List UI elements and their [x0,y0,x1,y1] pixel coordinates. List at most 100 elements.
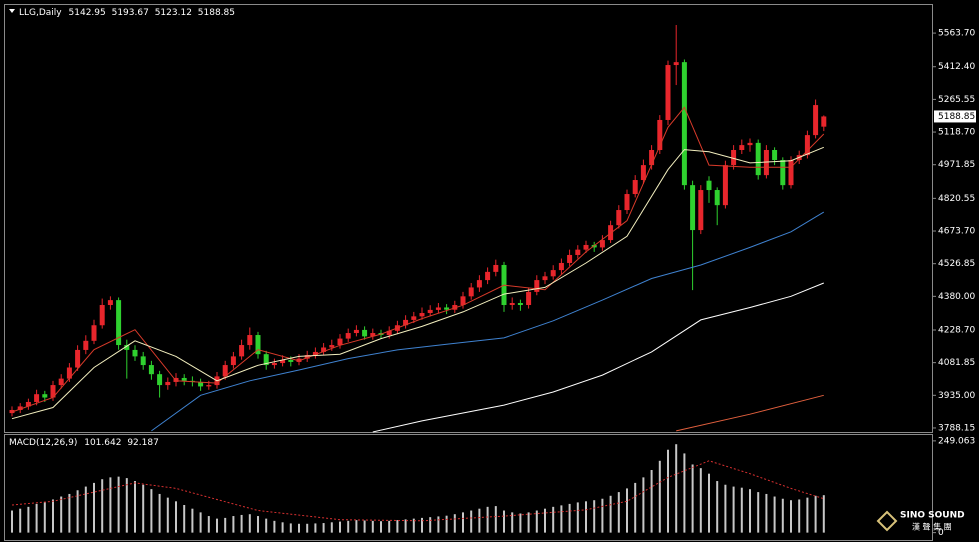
close-value: 5188.85 [198,8,235,18]
macd-bar [634,482,637,533]
candle-body [681,62,687,186]
candle-body [673,62,679,66]
candle-body [485,271,491,281]
candle-body [304,355,310,359]
macd-bar [224,517,227,533]
candle-body [427,309,433,314]
macd-bar [732,486,735,533]
macd-bar [380,521,382,533]
candle-body [255,335,261,355]
candle-body [83,340,89,350]
candle-body [403,319,409,326]
macd-header: MACD(12,26,9) 101.642 92.187 [9,438,159,448]
y-tick-label: 4081.85 [938,358,975,368]
y-tick-label: 3788.15 [938,423,975,433]
macd-bar [568,503,571,533]
logo-icon [876,510,898,532]
candle-body [271,363,277,366]
open-value: 5142.95 [69,8,106,18]
candle-body [755,142,761,176]
macd-bar [429,517,432,533]
candle-body [370,333,376,337]
candle-body [329,345,335,348]
candle-body [411,316,417,320]
moving-average [11,106,825,413]
candle-body [17,406,23,410]
macd-bar [724,484,727,533]
candle-body [739,145,745,151]
macd-bar [749,489,751,533]
candle-body [714,190,720,206]
macd-bar [191,508,194,533]
candle-body [34,394,40,402]
candle-body [280,359,286,364]
price-box-label: 5188.85 [938,112,975,122]
candle-body [476,280,482,288]
candle-body [649,150,655,166]
macd-bar [445,515,448,533]
y-tick-label: 5563.70 [938,29,975,39]
macd-bar [355,520,358,533]
macd-bar [175,501,177,533]
candle-body [362,329,368,337]
candle-body [321,347,327,352]
macd-bar [216,518,218,533]
candle-body [632,180,638,195]
candle-body [148,365,154,375]
candle-body [173,377,179,382]
macd-bar [462,512,464,533]
y-tick-label: 5118.70 [938,128,975,138]
macd-bar [503,510,505,533]
moving-average [372,282,824,433]
macd-bar [765,493,768,533]
candle-body [116,300,122,346]
macd-bar [273,520,276,533]
candle-body [452,305,458,310]
macd-bar [125,478,128,533]
macd-bar [560,505,563,533]
macd-bar [814,495,817,533]
macd-bar [658,460,661,533]
macd-bar [330,522,333,533]
candle-body [468,287,474,297]
high-value: 5193.67 [112,8,149,18]
candle-body [493,264,499,272]
candle-body [230,356,236,366]
macd-bar [683,453,686,533]
macd-bar [150,489,153,533]
macd-bar [363,520,366,533]
macd-bar [576,502,579,533]
macd-bar [404,519,407,533]
moving-average [151,211,825,432]
candle-body [731,150,737,166]
logo: SINO SOUND 漢 聲 集 團 [876,510,965,532]
candle-body [435,307,441,310]
macd-bar [298,523,300,533]
macd-bar [675,444,678,533]
macd-bar [511,512,514,533]
candle-body [534,280,540,292]
y-tick-label: 3935.00 [938,391,975,401]
y-tick-label: 4228.70 [938,325,975,335]
macd-bar [347,520,350,533]
candle-body [624,194,630,211]
macd-bar [650,470,653,533]
candle-body [91,325,97,341]
macd-bar [806,497,809,533]
macd-bar [470,510,473,533]
macd-bar [478,508,481,533]
candle-body [165,381,171,386]
candle-body [706,180,712,191]
candle-body [337,338,343,346]
macd-bar [716,481,719,533]
macd-bar [109,477,112,533]
macd-bar [421,517,423,533]
macd-bar [486,506,489,533]
macd-bar [60,496,63,533]
candle-body [780,160,786,186]
macd-bar [19,508,22,533]
candle-body [640,165,646,181]
macd-bar [257,516,259,533]
